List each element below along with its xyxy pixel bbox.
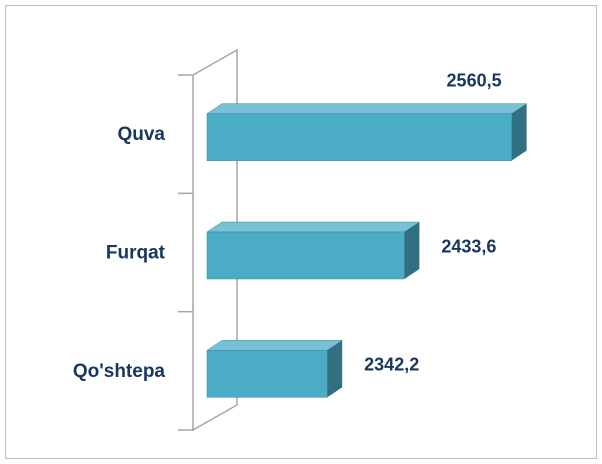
bar	[206, 221, 421, 280]
category-label: Qo'shtepa	[73, 361, 166, 382]
bar-front	[206, 231, 405, 280]
bar-side	[404, 222, 420, 279]
bar-top	[206, 103, 528, 114]
category-label: Quva	[117, 124, 165, 145]
bar	[206, 340, 343, 398]
bar-side	[511, 103, 527, 161]
value-label: 2560,5	[447, 70, 502, 90]
bar-top	[206, 340, 343, 351]
value-label: 2342,2	[364, 355, 419, 375]
category-label: Furqat	[106, 243, 166, 264]
bar-top	[206, 221, 421, 233]
bar-front	[206, 113, 512, 161]
bar-front	[206, 350, 328, 398]
bar	[206, 103, 528, 161]
value-label: 2433,6	[441, 236, 496, 256]
bar-side	[327, 340, 343, 398]
